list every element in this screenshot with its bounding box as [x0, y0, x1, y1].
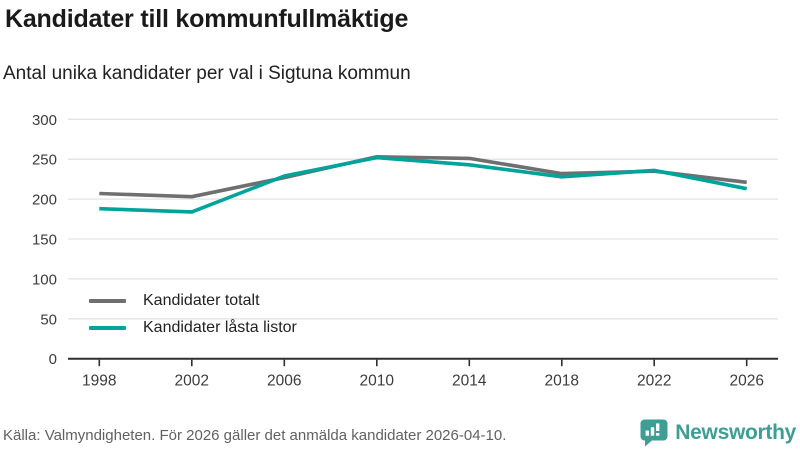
- legend-swatch-lasta-listor: [89, 325, 126, 330]
- legend-swatch-totalt: [89, 299, 126, 304]
- chart-subtitle: Antal unika kandidater per val i Sigtuna…: [3, 63, 411, 84]
- chart-title: Kandidater till kommunfullmäktige: [5, 5, 409, 33]
- legend-item-lasta-listor: Kandidater låsta listor: [89, 315, 297, 342]
- y-axis-label-0: 0: [49, 351, 57, 368]
- legend-item-totalt: Kandidater totalt: [89, 288, 297, 315]
- x-axis-label-2006: 2006: [267, 373, 301, 390]
- y-axis-label-200: 200: [32, 192, 57, 209]
- y-axis-label-250: 250: [32, 152, 57, 169]
- series-line-lasta-listor: [99, 155, 748, 214]
- x-axis-label-2002: 2002: [175, 373, 209, 390]
- x-axis-label-1998: 1998: [82, 373, 116, 390]
- newsworthy-logo[interactable]: Newsworthy: [640, 419, 796, 447]
- y-axis-label-300: 300: [32, 112, 57, 129]
- y-axis-label-100: 100: [32, 271, 57, 288]
- legend: Kandidater totalt Kandidater låsta listo…: [89, 288, 297, 341]
- newsworthy-logo-text: Newsworthy: [675, 421, 796, 444]
- bar-chart-glyph: [645, 423, 660, 436]
- newsworthy-logo-icon: [640, 419, 668, 447]
- x-axis-label-2018: 2018: [545, 373, 579, 390]
- y-axis-label-50: 50: [40, 311, 57, 328]
- x-axis-label-2022: 2022: [637, 373, 671, 390]
- x-axis-label-2026: 2026: [729, 373, 763, 390]
- x-axis-label-2014: 2014: [452, 373, 487, 390]
- source-note: Källa: Valmyndigheten. För 2026 gäller d…: [3, 427, 507, 444]
- y-axis-label-150: 150: [32, 232, 57, 249]
- legend-label-lasta-listor: Kandidater låsta listor: [143, 318, 297, 336]
- legend-label-totalt: Kandidater totalt: [143, 292, 260, 310]
- x-axis-label-2010: 2010: [360, 373, 395, 390]
